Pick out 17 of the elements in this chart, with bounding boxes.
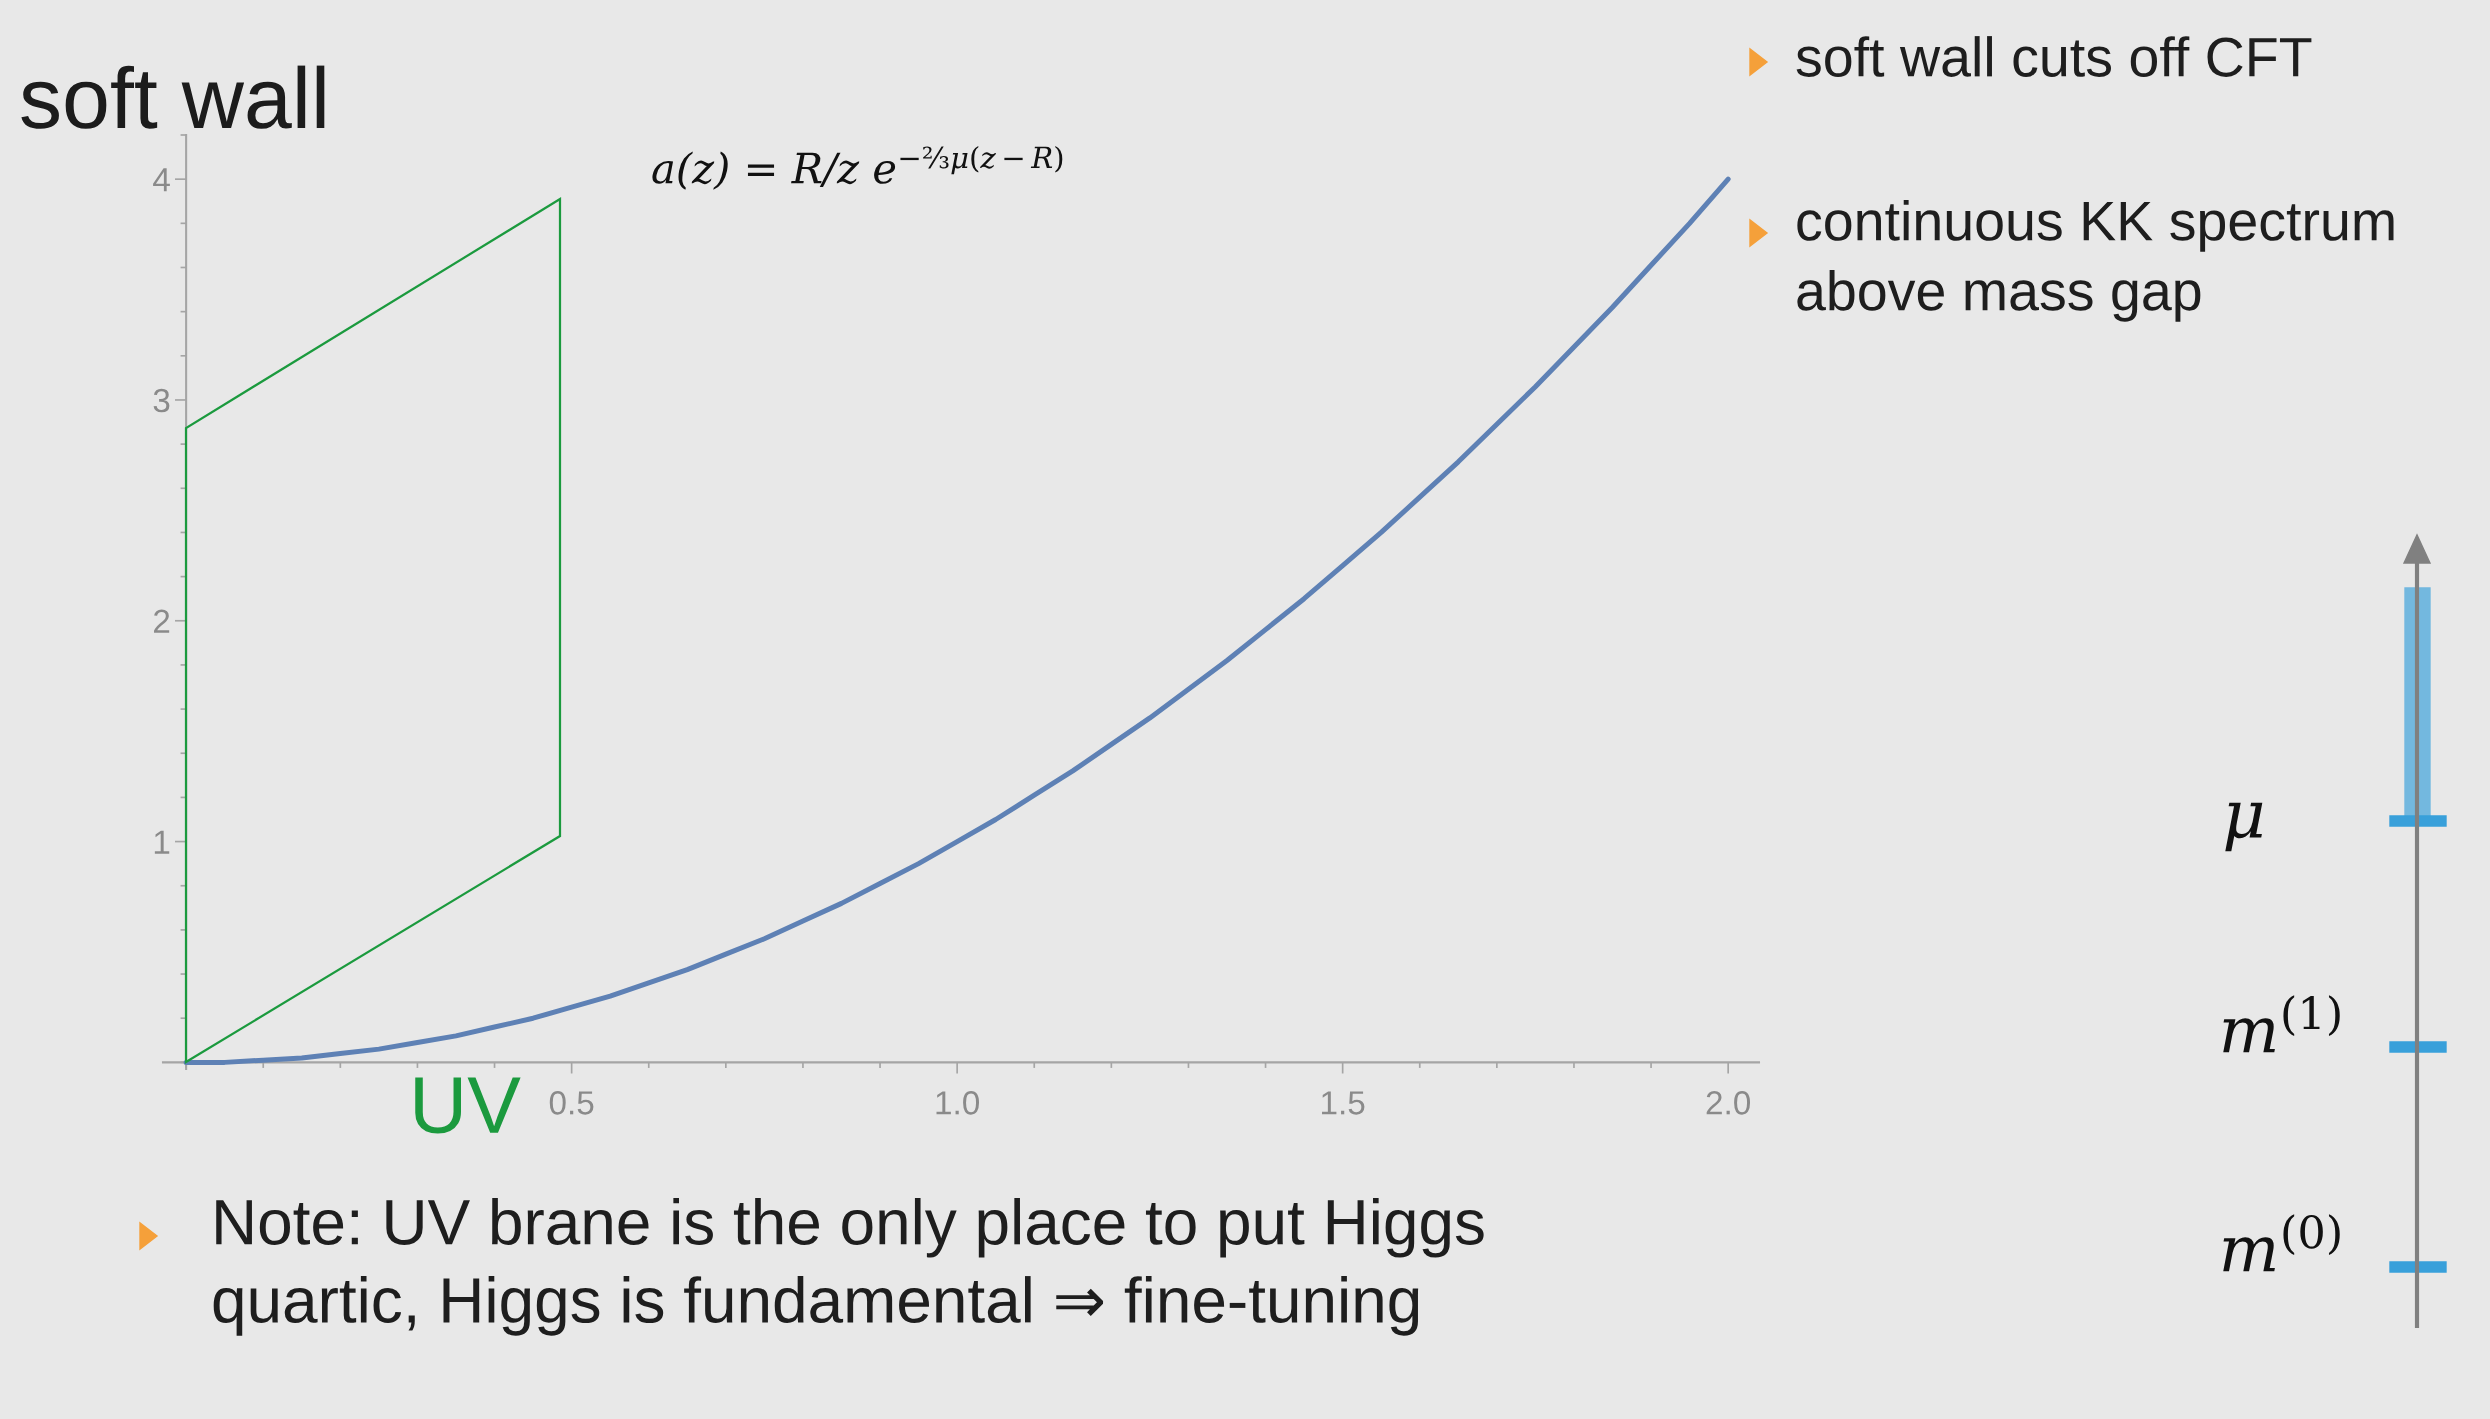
text: m$^{(1)}$ bbox=[2223, 995, 2340, 1053]
text: soft wall cuts off CFT bbox=[1796, 36, 2312, 77]
text: Note: UV brane is the only place to put Higgs quartic, Higgs is fundamental ⇒ fine-tuning bbox=[213, 1198, 1484, 1336]
text: continuous KK spectrum above mass gap bbox=[1797, 200, 2394, 322]
x-tick-label: 1.0 bbox=[936, 1091, 980, 1115]
text: m$^{(0)}$ bbox=[2223, 1214, 2340, 1272]
y-tick-label: 4 bbox=[153, 168, 170, 192]
y-tick-label: 2 bbox=[153, 609, 170, 633]
text: μ bbox=[2225, 802, 2263, 852]
y-tick-label: 3 bbox=[153, 388, 170, 413]
x-tick-label: 1.5 bbox=[1322, 1091, 1365, 1115]
y-tick-label: 1 bbox=[154, 830, 170, 854]
text: UV bbox=[415, 1077, 521, 1134]
x-tick-label: 0.5 bbox=[549, 1091, 594, 1115]
x-tick-label: 2.0 bbox=[1706, 1091, 1751, 1115]
chart-title: soft wall bbox=[21, 65, 325, 129]
annotation: a(z) = R/z e$^{−⅔μ(z−R)}$ bbox=[652, 145, 1063, 190]
